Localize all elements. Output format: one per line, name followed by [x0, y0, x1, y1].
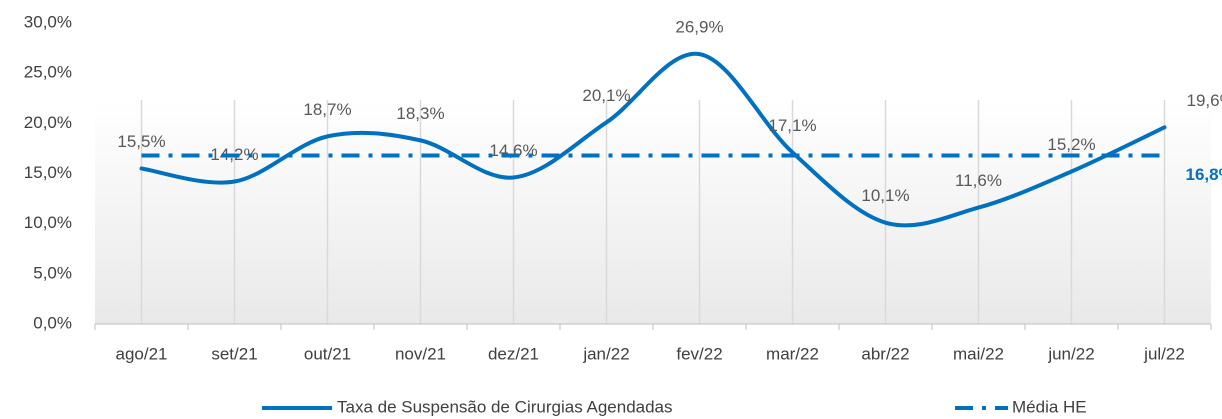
x-tick-label: nov/21 [395, 344, 446, 363]
y-tick-label: 5,0% [33, 263, 72, 282]
x-tick-label: ago/21 [116, 344, 168, 363]
data-label: 19,6% [1187, 91, 1222, 110]
x-tick-label: dez/21 [488, 344, 539, 363]
legend-label: Taxa de Suspensão de Cirurgias Agendadas [337, 397, 673, 416]
data-label: 16,8% [1186, 165, 1222, 184]
y-tick-label: 15,0% [24, 163, 72, 182]
x-tick-label: jul/22 [1143, 344, 1185, 363]
data-label: 26,9% [675, 18, 723, 37]
x-tick-label: jun/22 [1047, 344, 1094, 363]
data-label: 18,7% [303, 100, 351, 119]
x-tick-label: set/21 [211, 344, 257, 363]
y-tick-label: 20,0% [24, 113, 72, 132]
data-label: 14,6% [489, 141, 537, 160]
data-label: 18,3% [396, 104, 444, 123]
data-label: 15,5% [117, 132, 165, 151]
data-label: 20,1% [582, 86, 630, 105]
x-tick-label: jan/22 [582, 344, 629, 363]
y-tick-label: 25,0% [24, 63, 72, 82]
series-line [139, 51, 1167, 228]
data-label: 10,1% [861, 186, 909, 205]
x-tick-label: out/21 [304, 344, 351, 363]
y-tick-label: 10,0% [24, 213, 72, 232]
x-tick-label: fev/22 [676, 344, 722, 363]
data-label: 15,2% [1047, 135, 1095, 154]
x-tick-label: mai/22 [953, 344, 1004, 363]
legend-label: Média HE [1012, 397, 1087, 416]
y-tick-label: 0,0% [33, 313, 72, 332]
x-tick-label: mar/22 [766, 344, 819, 363]
y-tick-label: 30,0% [24, 12, 72, 31]
data-label: 17,1% [768, 116, 816, 135]
plot-background [95, 100, 1211, 324]
x-tick-label: abr/22 [861, 344, 909, 363]
data-label: 11,6% [955, 171, 1002, 190]
